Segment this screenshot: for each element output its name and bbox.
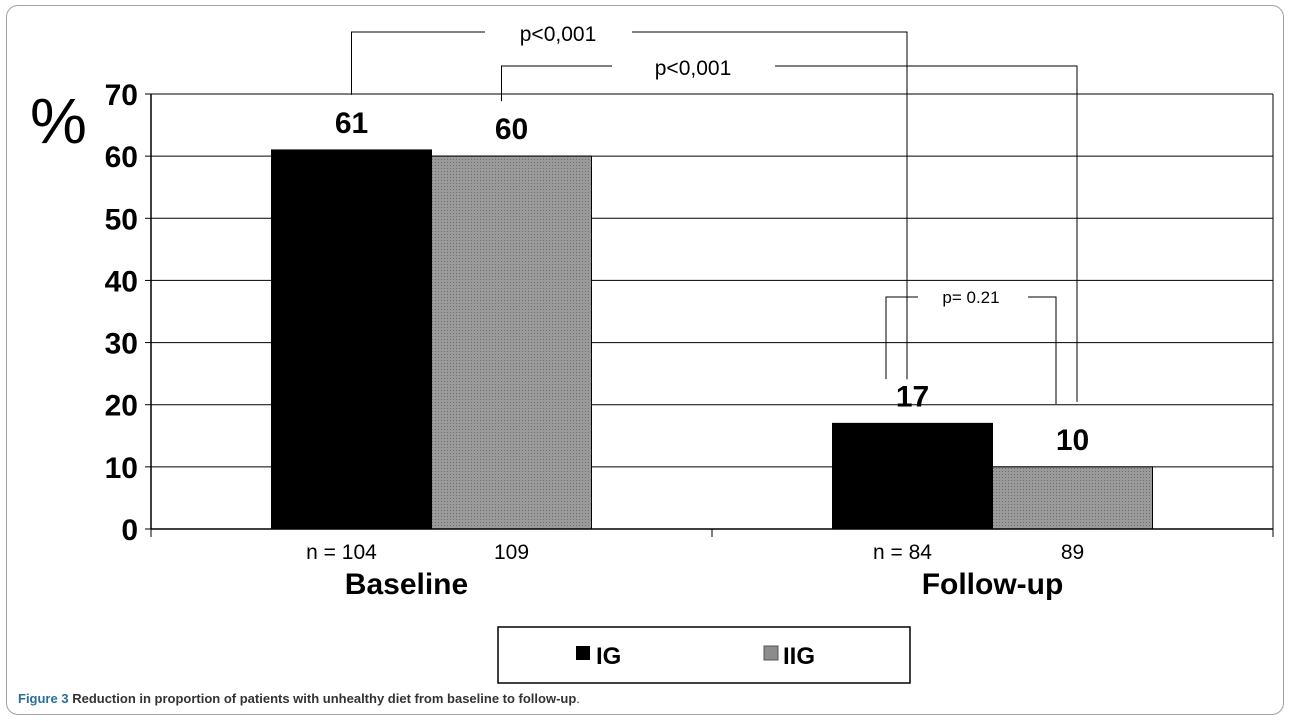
legend-label-iig: IIG <box>783 643 815 670</box>
x-category-label: Baseline <box>345 568 468 601</box>
y-tick-label: 10 <box>105 452 138 485</box>
bracket-followup-left <box>885 296 918 379</box>
bar-iig-follow-up <box>992 466 1153 530</box>
bar-chart: 61 n = 104 60 109 Baseline 17 n = 84 10 89 Follow… <box>30 23 1274 684</box>
y-tick-label: 0 <box>121 514 138 547</box>
legend-label-ig: IG <box>596 643 621 670</box>
n-label: n = 104 <box>306 541 377 564</box>
caption-end: . <box>576 691 580 706</box>
bracket-iig-baseline-followup-right <box>775 65 1078 402</box>
bracket-ig-baseline-followup-left <box>351 31 485 95</box>
data-label: 17 <box>896 380 929 413</box>
bar-iig-baseline <box>431 155 592 530</box>
bars: 61 n = 104 60 109 Baseline 17 n = 84 10 89 Follow… <box>271 107 1153 601</box>
y-tick-label: 30 <box>105 328 138 361</box>
p-value-label: p<0,001 <box>520 23 597 46</box>
legend-box <box>497 626 911 684</box>
y-tick-label: 60 <box>105 141 138 174</box>
n-label: n = 84 <box>873 541 932 564</box>
n-label: 109 <box>494 541 529 564</box>
n-label: 89 <box>1061 541 1084 564</box>
bar-ig-follow-up <box>832 422 993 530</box>
p-value-label: p<0,001 <box>655 57 732 80</box>
legend: IG IIG <box>497 626 911 684</box>
bracket-iig-baseline-followup-left <box>501 65 612 102</box>
figure-caption: Figure 3 Reduction in proportion of pati… <box>18 691 580 706</box>
data-label: 10 <box>1056 424 1089 457</box>
x-category-label: Follow-up <box>922 568 1064 601</box>
bracket-followup-right <box>1028 296 1057 404</box>
data-label: 60 <box>495 113 528 146</box>
y-tick-label: 40 <box>105 265 138 298</box>
p-value-label: p= 0.21 <box>942 288 999 307</box>
y-axis-label: % <box>30 85 87 157</box>
axes: 0 10 20 30 40 50 60 70 <box>105 79 1274 547</box>
y-tick-label: 70 <box>105 79 138 112</box>
figure-frame <box>6 5 1284 715</box>
caption-label: Figure 3 <box>18 691 69 706</box>
legend-swatch-ig <box>576 646 590 660</box>
bracket-ig-baseline-followup-right <box>632 31 908 380</box>
significance-annotations: p<0,001 p<0,001 p= 0.21 <box>351 23 1078 404</box>
caption-text: Reduction in proportion of patients with… <box>72 691 577 706</box>
legend-swatch-iig <box>763 645 779 661</box>
y-tick-label: 50 <box>105 203 138 236</box>
bar-ig-baseline <box>271 149 432 530</box>
data-label: 61 <box>335 107 368 140</box>
y-tick-label: 20 <box>105 390 138 423</box>
